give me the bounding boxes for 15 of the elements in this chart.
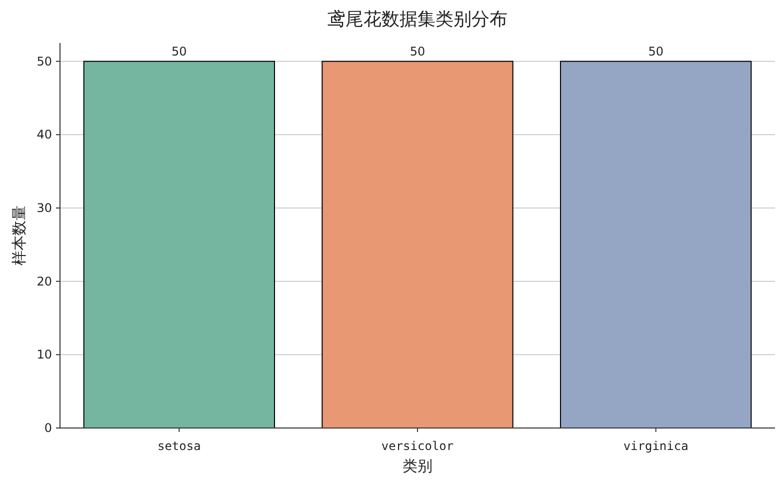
chart-title: 鸢尾花数据集类别分布 — [328, 9, 508, 30]
y-axis-title: 样本数量 — [10, 206, 28, 266]
data-label: 50 — [172, 44, 187, 58]
x-axis-title: 类别 — [402, 457, 432, 475]
y-tick-label: 40 — [36, 128, 52, 142]
x-tick-label: virginica — [623, 439, 688, 453]
y-tick-label: 30 — [36, 201, 52, 215]
x-tick-label: setosa — [157, 439, 201, 453]
data-label: 50 — [410, 44, 426, 58]
data-label: 50 — [648, 44, 664, 58]
y-tick-label: 20 — [36, 274, 52, 288]
y-tick-label: 10 — [36, 348, 52, 362]
x-tick-label: versicolor — [381, 439, 454, 453]
y-tick-label: 0 — [44, 421, 52, 435]
y-tick-label: 50 — [36, 54, 52, 68]
